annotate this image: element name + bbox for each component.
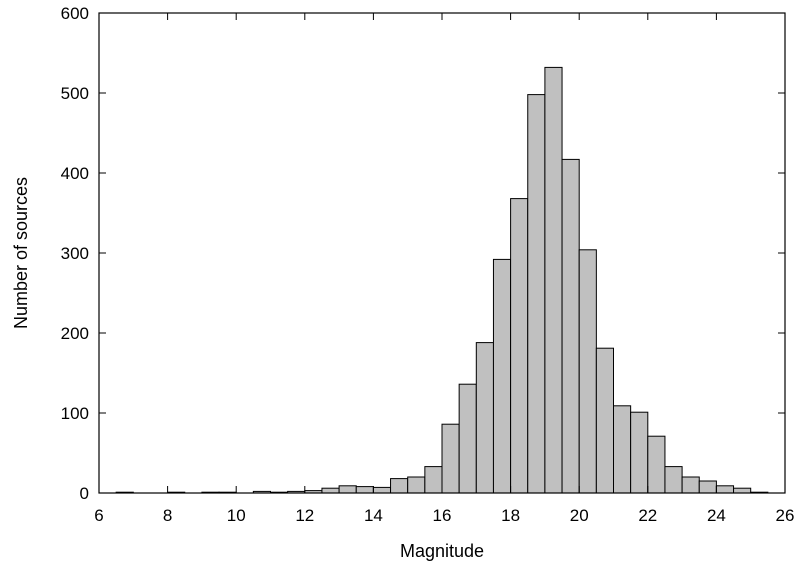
y-tick-label: 200 bbox=[61, 324, 89, 343]
histogram-bar bbox=[475, 342, 494, 494]
x-tick-label: 16 bbox=[433, 506, 452, 525]
y-axis-label: Number of sources bbox=[11, 177, 31, 329]
y-tick-label: 400 bbox=[61, 164, 89, 183]
histogram-bar bbox=[681, 476, 700, 494]
histogram-bar bbox=[561, 158, 580, 494]
histogram-bar bbox=[733, 487, 752, 494]
histogram-bar bbox=[458, 383, 477, 494]
y-tick-label: 100 bbox=[61, 404, 89, 423]
histogram-bar bbox=[441, 423, 460, 494]
histogram-bar bbox=[338, 485, 357, 494]
x-axis-label: Magnitude bbox=[400, 541, 484, 561]
x-tick-label: 12 bbox=[295, 506, 314, 525]
y-tick-labels: 0 100 200 300 400 500 600 bbox=[61, 4, 89, 503]
x-tick-label: 18 bbox=[501, 506, 520, 525]
y-tick-label: 0 bbox=[80, 484, 89, 503]
histogram-bar bbox=[630, 411, 649, 494]
x-tick-label: 6 bbox=[94, 506, 103, 525]
x-tick-label: 8 bbox=[163, 506, 172, 525]
x-tick-label: 22 bbox=[638, 506, 657, 525]
histogram-bar bbox=[613, 405, 632, 494]
histogram-bar bbox=[578, 249, 597, 494]
x-tick-label: 10 bbox=[227, 506, 246, 525]
axis-ticks bbox=[98, 12, 786, 494]
y-tick-label: 300 bbox=[61, 244, 89, 263]
histogram-bar bbox=[698, 480, 717, 494]
histogram-bar bbox=[527, 94, 546, 494]
histogram-bar bbox=[321, 487, 340, 494]
x-tick-label: 20 bbox=[570, 506, 589, 525]
x-tick-label: 26 bbox=[776, 506, 795, 525]
histogram-bar bbox=[664, 466, 683, 494]
histogram-bar bbox=[355, 486, 374, 494]
histogram-bar bbox=[544, 66, 563, 494]
histogram-bar bbox=[595, 347, 614, 494]
histogram-bar bbox=[407, 476, 426, 494]
y-tick-label: 600 bbox=[61, 4, 89, 23]
x-tick-label: 14 bbox=[364, 506, 383, 525]
histogram-bar bbox=[390, 478, 409, 494]
histogram-bar bbox=[510, 198, 529, 494]
y-tick-label: 500 bbox=[61, 84, 89, 103]
x-tick-label: 24 bbox=[707, 506, 726, 525]
plot-frame bbox=[98, 12, 786, 494]
histogram-bar bbox=[715, 485, 735, 494]
histogram-bar bbox=[372, 486, 392, 494]
histogram-bar bbox=[647, 435, 666, 494]
histogram-bars bbox=[115, 66, 769, 494]
histogram-bar bbox=[492, 258, 512, 494]
x-tick-labels: 6 8 10 12 14 16 18 20 22 24 26 bbox=[94, 506, 794, 525]
histogram-bar bbox=[424, 466, 443, 494]
